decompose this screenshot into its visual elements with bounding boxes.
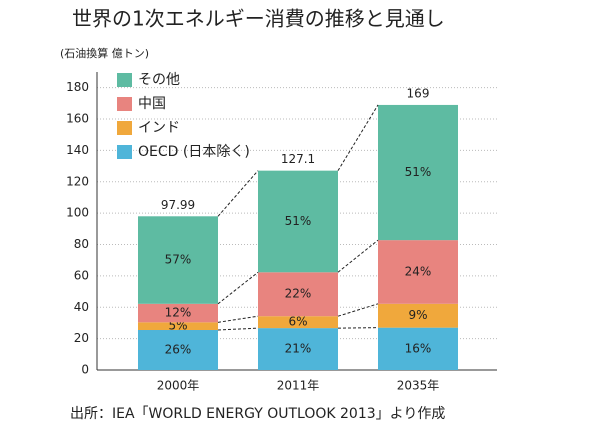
legend-label: OECD (日本除く) xyxy=(138,144,250,160)
bar-segment xyxy=(138,330,218,370)
bar-segment xyxy=(378,303,458,328)
connector xyxy=(337,104,379,171)
share-label: 9% xyxy=(408,308,427,322)
connector xyxy=(337,303,379,317)
share-label: 21% xyxy=(285,342,312,356)
share-label: 51% xyxy=(405,165,432,179)
bar-segment xyxy=(378,240,458,304)
bar-segment xyxy=(378,104,458,241)
bar-segment xyxy=(258,316,338,329)
y-tick-label: 140 xyxy=(66,143,89,157)
y-tick-label: 0 xyxy=(81,363,89,377)
x-tick-label: 2000年 xyxy=(157,379,200,393)
connector xyxy=(217,327,259,331)
y-unit-label: (石油換算 億トン) xyxy=(60,46,149,60)
connector xyxy=(217,315,259,323)
share-label: 57% xyxy=(165,253,192,267)
total-label: 97.99 xyxy=(161,198,195,212)
bar-segment xyxy=(138,303,218,323)
bar-segment xyxy=(138,216,218,304)
connector xyxy=(217,271,259,305)
y-tick-label: 60 xyxy=(74,268,89,282)
legend-label: インド xyxy=(138,120,180,136)
y-tick-label: 80 xyxy=(74,237,89,251)
y-tick-label: 20 xyxy=(74,331,89,345)
y-tick-label: 120 xyxy=(66,174,89,188)
y-tick-label: 100 xyxy=(66,206,89,220)
share-label: 26% xyxy=(165,343,192,357)
legend-swatch xyxy=(117,97,132,111)
share-label: 22% xyxy=(285,287,312,301)
bar-segment xyxy=(378,327,458,370)
y-tick-label: 180 xyxy=(66,80,89,94)
bar-segment xyxy=(138,322,218,331)
bar-segment xyxy=(258,272,338,317)
share-label: 12% xyxy=(165,306,192,320)
x-tick-label: 2035年 xyxy=(397,379,440,393)
y-tick-label: 40 xyxy=(74,300,89,314)
connector xyxy=(217,170,259,217)
total-label: 169 xyxy=(407,86,430,100)
x-tick-label: 2011年 xyxy=(277,379,320,393)
share-label: 6% xyxy=(288,315,307,329)
legend-swatch xyxy=(117,121,132,135)
total-label: 127.1 xyxy=(281,152,315,166)
share-label: 51% xyxy=(285,214,312,228)
bar-segment xyxy=(258,328,338,370)
legend-label: その他 xyxy=(138,72,180,88)
legend-label: 中国 xyxy=(138,96,166,112)
y-tick-label: 160 xyxy=(66,112,89,126)
legend-swatch xyxy=(117,73,132,87)
share-label: 16% xyxy=(405,341,432,355)
connector xyxy=(337,239,379,273)
bar-segment xyxy=(258,170,338,273)
chart-title: 世界の1次エネルギー消費の推移と見通し xyxy=(72,7,445,31)
share-label: 24% xyxy=(405,264,432,278)
source-note: 出所：IEA「WORLD ENERGY OUTLOOK 2013」より作成 xyxy=(70,406,445,422)
legend-swatch xyxy=(117,145,132,159)
